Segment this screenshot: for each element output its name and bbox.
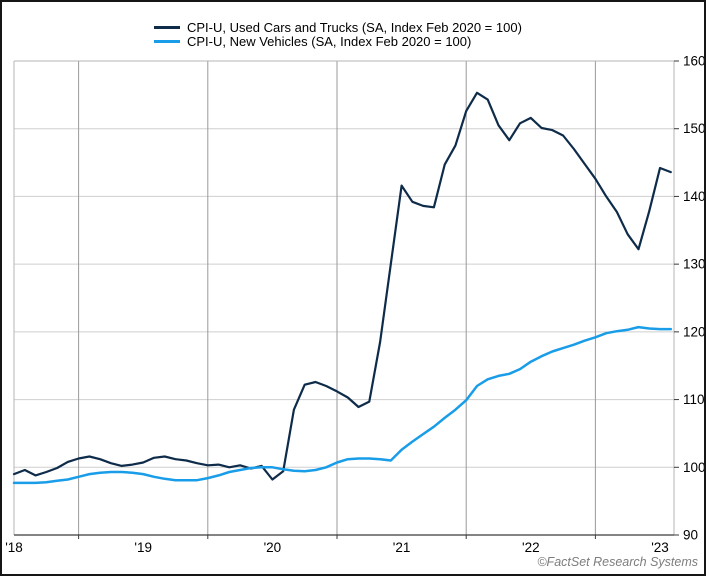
legend-item-used: CPI-U, Used Cars and Trucks (SA, Index F… [154, 21, 522, 34]
y-tick-label-100: 100 [683, 460, 706, 475]
legend-label-used: CPI-U, Used Cars and Trucks (SA, Index F… [187, 20, 522, 35]
y-tick-label-110: 110 [683, 392, 705, 407]
x-tick-label-22: '22 [522, 540, 540, 555]
legend-label-new: CPI-U, New Vehicles (SA, Index Feb 2020 … [187, 34, 472, 49]
y-tick-label-150: 150 [683, 121, 706, 136]
new-vehicles-line-swatch [154, 40, 180, 43]
legend-item-new: CPI-U, New Vehicles (SA, Index Feb 2020 … [154, 35, 522, 48]
y-tick-label-140: 140 [683, 189, 706, 204]
copyright-credit: ©FactSet Research Systems [537, 555, 698, 569]
series-line-used [12, 91, 672, 481]
y-tick-label-120: 120 [683, 324, 706, 339]
legend: CPI-U, Used Cars and Trucks (SA, Index F… [154, 21, 522, 49]
series-line-new [12, 325, 673, 485]
x-tick-label-20: '20 [264, 540, 282, 555]
y-tick-label-130: 130 [683, 257, 706, 272]
x-tick-label-18: '18 [5, 540, 23, 555]
used-cars-line-swatch [154, 26, 180, 29]
y-tick-label-90: 90 [683, 528, 698, 543]
x-tick-label-21: '21 [393, 540, 411, 555]
y-tick-label-160: 160 [683, 54, 706, 69]
x-tick-label-23: '23 [651, 540, 669, 555]
x-tick-label-19: '19 [134, 540, 152, 555]
